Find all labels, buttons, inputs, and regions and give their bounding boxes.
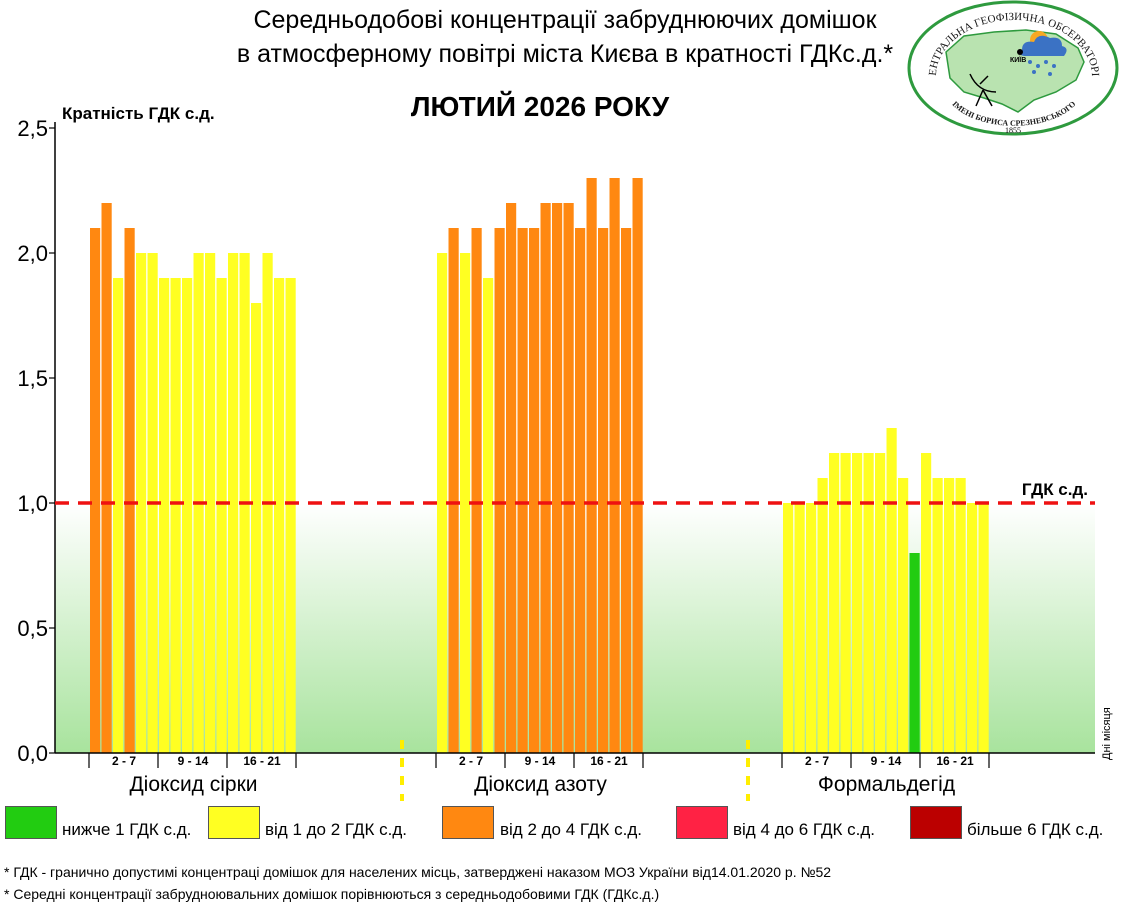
bar xyxy=(228,253,239,753)
legend-swatch xyxy=(442,806,494,839)
legend-label: від 4 до 6 ГДК с.д. xyxy=(733,820,875,839)
month-title: ЛЮТИЙ 2026 РОКУ xyxy=(410,91,670,122)
bar xyxy=(886,428,897,753)
bar xyxy=(506,203,517,753)
bar xyxy=(529,228,540,753)
group-label: Формальдегід xyxy=(818,773,955,796)
bar xyxy=(875,453,886,753)
bar xyxy=(783,503,794,753)
x-axis-label: Дні місяця xyxy=(1101,707,1113,760)
week-label: 9 - 14 xyxy=(871,754,902,768)
rain-drops xyxy=(1028,60,1056,76)
satellite-dish-icon xyxy=(969,73,997,107)
logo-year: 1855 xyxy=(1005,126,1021,135)
bar xyxy=(621,228,632,753)
bar xyxy=(136,253,147,753)
bar xyxy=(205,253,216,753)
week-label: 2 - 7 xyxy=(459,754,483,768)
axes-layer: 2 - 7 9 - 14 16 - 21 Діоксид сірки 2 - 7 9 - … xyxy=(17,116,1113,801)
bar xyxy=(170,278,181,753)
bar xyxy=(285,278,296,753)
y-tick-label: 0,5 xyxy=(17,616,48,641)
bar xyxy=(552,203,563,753)
bar xyxy=(517,228,528,753)
bar xyxy=(471,228,482,753)
bar xyxy=(540,203,551,753)
legend-label: від 1 до 2 ГДК с.д. xyxy=(265,820,407,839)
week-label: 9 - 14 xyxy=(525,754,556,768)
cloud-icon xyxy=(1019,35,1067,56)
group-label: Діоксид азоту xyxy=(474,773,607,796)
week-label: 9 - 14 xyxy=(178,754,209,768)
bar xyxy=(437,253,448,753)
bar xyxy=(90,228,101,753)
y-tick-label: 0,0 xyxy=(17,741,48,766)
bar xyxy=(632,178,643,753)
y-tick-label: 1,0 xyxy=(17,491,48,516)
chart-title-line-2: в атмосферному повітрі міста Києва в кра… xyxy=(236,40,894,68)
overlay-layer: ГДК с.д. xyxy=(55,480,1095,505)
y-tick-label: 1,5 xyxy=(17,366,48,391)
bar xyxy=(967,503,978,753)
legend-label: від 2 до 4 ГДК с.д. xyxy=(500,820,642,839)
bar xyxy=(274,278,285,753)
y-axis-label: Кратність ГДК с.д. xyxy=(62,104,215,123)
kyiv-marker-icon xyxy=(1017,49,1023,55)
chart-title-line-1: Середньодобові концентрації забруднюючих… xyxy=(253,6,877,34)
bar xyxy=(448,228,459,753)
bar xyxy=(978,503,989,753)
legend-swatch xyxy=(5,806,57,839)
bar xyxy=(483,278,494,753)
week-label: 16 - 21 xyxy=(590,754,628,768)
bar xyxy=(829,453,840,753)
bar xyxy=(124,228,135,753)
bar xyxy=(840,453,851,753)
week-label: 16 - 21 xyxy=(936,754,974,768)
bar xyxy=(182,278,193,753)
week-label: 2 - 7 xyxy=(112,754,136,768)
bar xyxy=(944,478,955,753)
bar xyxy=(251,303,262,753)
week-label: 16 - 21 xyxy=(243,754,281,768)
bar xyxy=(794,503,805,753)
bar xyxy=(921,453,932,753)
bar xyxy=(598,228,609,753)
bar xyxy=(863,453,874,753)
legend-swatch xyxy=(910,806,962,839)
legend-swatch xyxy=(676,806,728,839)
logo-city: КИЇВ xyxy=(1010,56,1026,64)
bar xyxy=(852,453,863,753)
y-tick-label: 2,0 xyxy=(17,241,48,266)
bar xyxy=(817,478,828,753)
bars-layer xyxy=(90,178,989,753)
week-label: 2 - 7 xyxy=(805,754,829,768)
bar xyxy=(113,278,124,753)
bar xyxy=(586,178,597,753)
bar xyxy=(909,553,920,753)
y-tick-label: 2,5 xyxy=(17,116,48,141)
limit-line-label: ГДК с.д. xyxy=(1022,480,1088,499)
bar xyxy=(575,228,586,753)
bar xyxy=(460,253,471,753)
legend-label: нижче 1 ГДК с.д. xyxy=(62,820,192,839)
group-label: Діоксид сірки xyxy=(129,773,257,796)
legend-label: більше 6 ГДК с.д. xyxy=(967,820,1104,839)
bar xyxy=(806,503,817,753)
bar xyxy=(932,478,943,753)
bar xyxy=(898,478,909,753)
bar xyxy=(955,478,966,753)
legend-swatch xyxy=(208,806,260,839)
bar xyxy=(101,203,112,753)
bar xyxy=(563,203,574,753)
bar xyxy=(216,278,227,753)
bar xyxy=(494,228,505,753)
bar xyxy=(609,178,620,753)
observatory-logo: КИЇВ ЦЕНТРАЛЬНА ГЕОФІЗИЧНА ОБСЕРВАТОРІЯ … xyxy=(906,0,1119,136)
footnote-2: * Середні концентрації забрудноювальних … xyxy=(4,886,660,902)
bar xyxy=(159,278,170,753)
footnote-1: * ГДК - гранично допустимі концентраці д… xyxy=(4,864,832,880)
